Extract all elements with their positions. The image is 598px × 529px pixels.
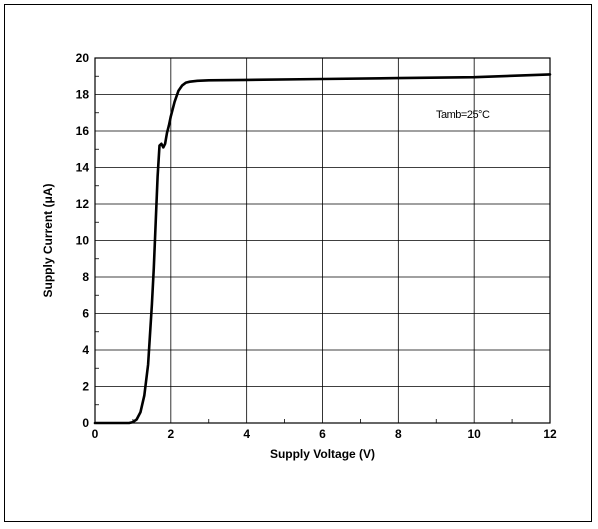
- y-tick-label: 12: [76, 197, 90, 211]
- x-tick-label: 6: [319, 427, 326, 441]
- x-tick-label: 2: [167, 427, 174, 441]
- tick-labels: 0 2 4 6 8 10 12 14 16 18 20 0 2 4 6 8 10 12: [76, 51, 557, 441]
- y-tick-label: 16: [76, 124, 90, 138]
- x-tick-label: 10: [467, 427, 481, 441]
- plot-border: [94, 57, 551, 424]
- y-tick-label: 0: [82, 416, 89, 430]
- y-tick-label: 4: [82, 343, 89, 357]
- y-tick-label: 14: [76, 161, 90, 175]
- y-tick-label: 18: [76, 88, 90, 102]
- series-group: [93, 73, 552, 425]
- y-tick-label: 8: [82, 270, 89, 284]
- series-line: [93, 73, 552, 425]
- y-tick-label: 10: [76, 234, 90, 248]
- x-axis-label: Supply Voltage (V): [270, 447, 375, 461]
- y-tick-label: 6: [82, 307, 89, 321]
- temperature-annotation: Tamb=25°C: [436, 109, 490, 121]
- x-tick-label: 0: [92, 427, 99, 441]
- chart-frame: [4, 4, 592, 522]
- x-tick-label: 8: [395, 427, 402, 441]
- y-tick-label: 20: [76, 51, 90, 65]
- y-tick-label: 2: [82, 380, 89, 394]
- y-axis-label: Supply Current (μA): [41, 183, 55, 297]
- tick-marks: [95, 75, 513, 423]
- x-tick-label: 12: [543, 427, 557, 441]
- x-tick-label: 4: [243, 427, 250, 441]
